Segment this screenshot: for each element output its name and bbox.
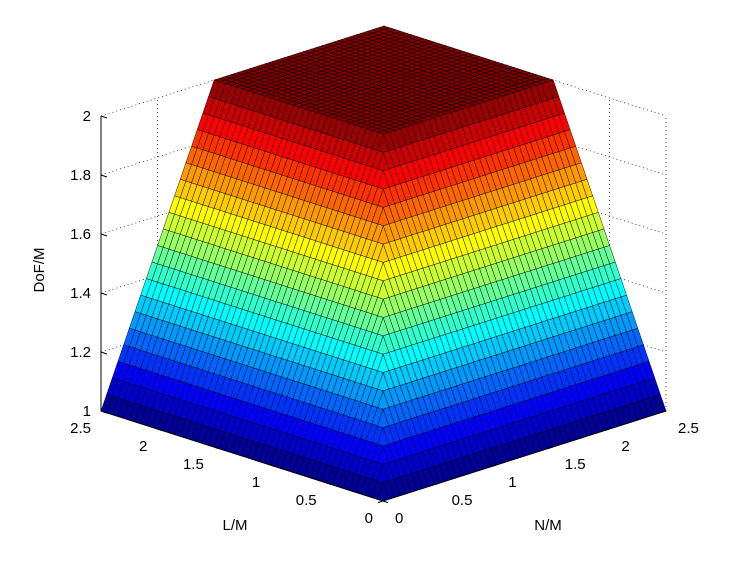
z-tick-label-1: 1.2	[70, 344, 91, 361]
x-tick-label-4: 2	[139, 438, 147, 455]
y-tick-mark-0	[377, 500, 384, 504]
z-tick-mark-4	[100, 174, 108, 178]
x-axis-label: L/M	[222, 517, 247, 534]
tick-labels: 00.511.522.500.511.522.511.21.41.61.82	[70, 108, 699, 527]
x-tick-label-1: 0.5	[296, 492, 317, 509]
y-axis-line	[382, 410, 667, 502]
y-tick-mark-2	[491, 464, 497, 468]
x-tick-label-0: 0	[365, 510, 373, 527]
y-tick-label-3: 1.5	[565, 456, 586, 473]
surface	[100, 25, 667, 502]
y-tick-mark-5	[660, 410, 667, 414]
x-tick-mark-2	[270, 464, 276, 468]
x-tick-mark-1	[326, 482, 332, 486]
x-tick-mark-3	[213, 446, 219, 450]
y-tick-mark-3	[547, 446, 553, 450]
x-tick-mark-4	[157, 428, 163, 432]
z-tick-label-3: 1.6	[70, 226, 91, 243]
z-tick-mark-1	[100, 351, 108, 355]
z-tick-label-4: 1.8	[70, 167, 91, 184]
y-tick-label-4: 2	[621, 438, 629, 455]
y-tick-label-0: 0	[395, 510, 403, 527]
z-tick-label-5: 2	[83, 108, 91, 125]
y-tick-mark-1	[434, 482, 440, 486]
z-tick-mark-0	[100, 410, 108, 414]
z-tick-mark-5	[100, 115, 108, 119]
axes	[100, 115, 667, 504]
z-axis-label: DoF/M	[31, 248, 48, 293]
x-tick-label-5: 2.5	[70, 420, 91, 437]
x-tick-mark-0	[382, 500, 389, 504]
z-tick-mark-2	[100, 292, 108, 296]
z-tick-label-2: 1.4	[70, 285, 91, 302]
y-tick-mark-4	[604, 428, 610, 432]
z-tick-mark-3	[100, 233, 108, 237]
y-axis-label: N/M	[534, 517, 562, 534]
y-tick-label-5: 2.5	[678, 420, 699, 437]
z-tick-label-0: 1	[83, 403, 91, 420]
x-tick-label-3: 1.5	[183, 456, 204, 473]
y-tick-label-2: 1	[508, 474, 516, 491]
y-tick-label-1: 0.5	[452, 492, 473, 509]
x-tick-label-2: 1	[252, 474, 260, 491]
x-axis-line	[100, 410, 384, 502]
